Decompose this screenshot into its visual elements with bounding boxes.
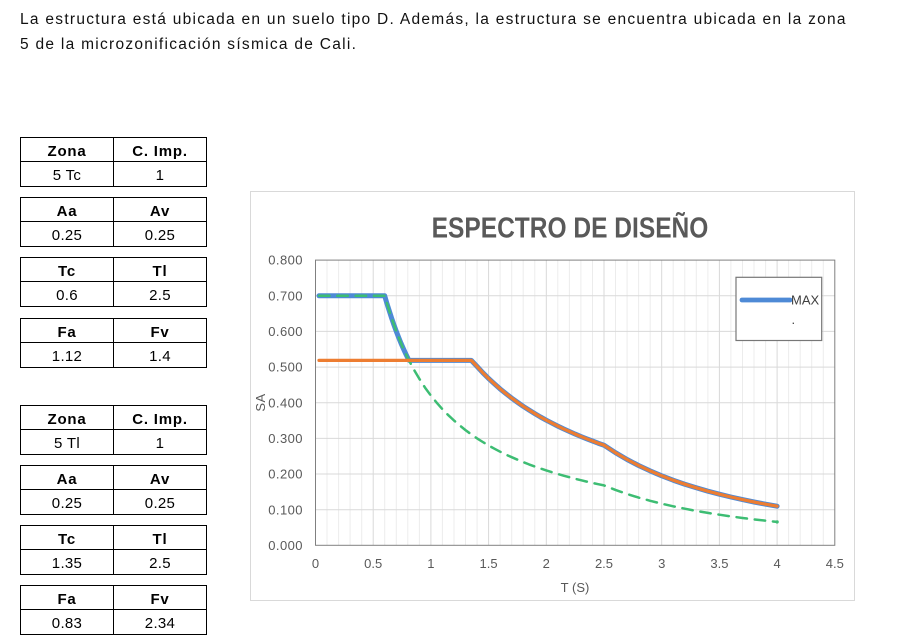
svg-text:SA: SA (253, 393, 268, 411)
svg-text:0.000: 0.000 (268, 538, 303, 553)
svg-text:MAX: MAX (791, 293, 820, 308)
svg-text:3.5: 3.5 (710, 556, 728, 571)
svg-text:1.5: 1.5 (480, 556, 498, 571)
svg-text:0.600: 0.600 (268, 324, 303, 339)
svg-text:0.400: 0.400 (268, 395, 303, 410)
svg-text:T (S): T (S) (561, 580, 590, 595)
svg-text:.: . (792, 312, 796, 327)
svg-text:0.200: 0.200 (268, 467, 303, 482)
svg-text:0: 0 (312, 556, 319, 571)
svg-text:0.300: 0.300 (268, 431, 303, 446)
svg-text:4: 4 (773, 556, 780, 571)
svg-text:ESPECTRO DE DISEÑO: ESPECTRO DE DISEÑO (432, 210, 709, 243)
svg-text:0.100: 0.100 (268, 502, 303, 517)
svg-text:0.700: 0.700 (268, 288, 303, 303)
svg-text:2: 2 (543, 556, 550, 571)
svg-text:4.5: 4.5 (826, 556, 844, 571)
svg-text:3: 3 (658, 556, 665, 571)
svg-text:0.800: 0.800 (268, 253, 303, 268)
svg-text:0.5: 0.5 (364, 556, 382, 571)
svg-text:2.5: 2.5 (595, 556, 613, 571)
svg-text:0.500: 0.500 (268, 360, 303, 375)
svg-text:1: 1 (427, 556, 434, 571)
